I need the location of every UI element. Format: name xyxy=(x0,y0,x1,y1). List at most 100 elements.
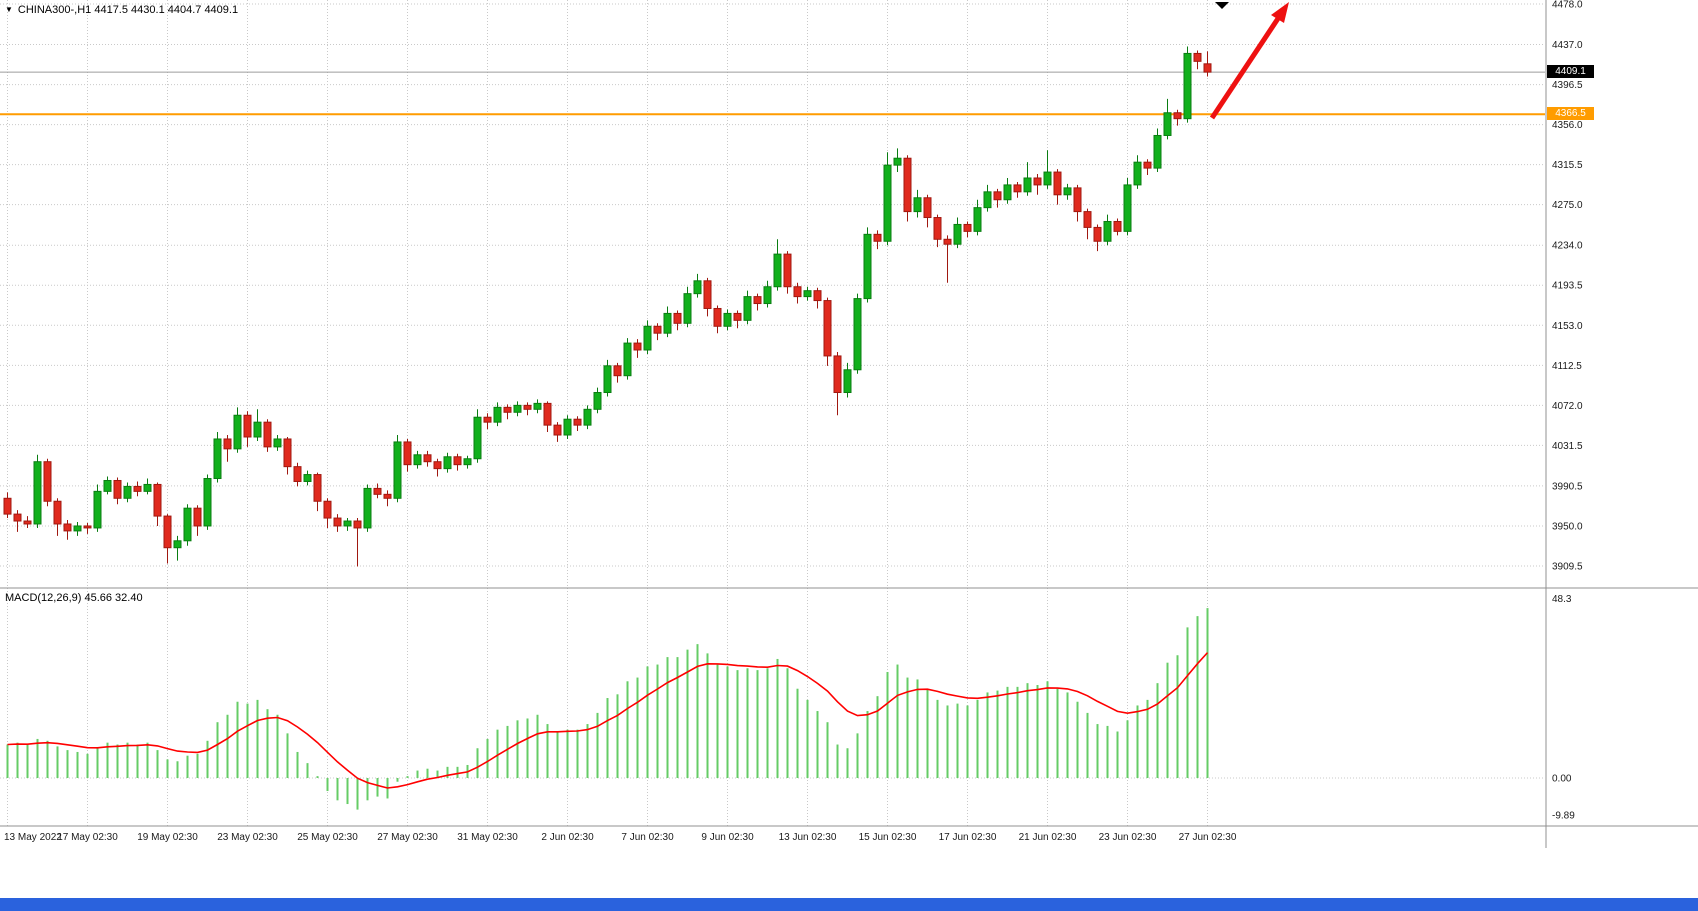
candle xyxy=(353,520,362,529)
candle xyxy=(1043,171,1052,186)
candle xyxy=(983,191,992,209)
candle xyxy=(833,355,842,394)
object-anchor-marker xyxy=(1215,2,1229,9)
candle xyxy=(1143,161,1152,169)
macd-indicator-label: MACD(12,26,9) 45.66 32.40 xyxy=(5,592,143,604)
time-axis-label: 25 May 02:30 xyxy=(297,832,358,843)
candle xyxy=(313,474,322,502)
candle xyxy=(53,500,62,525)
candle xyxy=(213,438,222,480)
candle xyxy=(813,290,822,302)
candle xyxy=(253,421,262,438)
candle xyxy=(123,485,132,499)
candle xyxy=(993,191,1002,201)
candle xyxy=(703,280,712,309)
price-axis-label: 4275.0 xyxy=(1552,200,1583,211)
candle xyxy=(733,312,742,321)
price-axis-label: 4356.0 xyxy=(1552,120,1583,131)
time-axis-label: 23 May 02:30 xyxy=(217,832,278,843)
candle xyxy=(1183,52,1192,120)
candle xyxy=(913,197,922,213)
candle xyxy=(413,454,422,466)
candle xyxy=(1193,52,1202,62)
candle xyxy=(1013,184,1022,193)
candle xyxy=(693,280,702,295)
candle xyxy=(533,402,542,410)
candle xyxy=(13,513,22,522)
time-axis-label: 9 Jun 02:30 xyxy=(701,832,754,843)
candle xyxy=(863,233,872,300)
candle xyxy=(653,325,662,334)
price-axis-label: 4478.0 xyxy=(1552,0,1583,11)
candle xyxy=(903,157,912,213)
candle xyxy=(493,406,502,423)
price-axis-label: 3990.5 xyxy=(1552,481,1583,492)
candle xyxy=(423,454,432,463)
candle xyxy=(1053,171,1062,196)
time-axis-label: 27 May 02:30 xyxy=(377,832,438,843)
candle xyxy=(623,342,632,377)
candle xyxy=(203,478,212,527)
candle xyxy=(383,493,392,499)
candle xyxy=(363,487,372,529)
candle xyxy=(433,461,442,470)
taskbar[interactable] xyxy=(0,898,1698,911)
candle xyxy=(303,474,312,482)
time-axis-label: 17 May 02:30 xyxy=(57,832,118,843)
price-axis-label: 4112.5 xyxy=(1552,361,1582,372)
candle xyxy=(753,296,762,305)
candle xyxy=(1123,184,1132,232)
candle xyxy=(3,497,12,515)
candle xyxy=(283,438,292,468)
candle xyxy=(883,164,892,242)
candle xyxy=(893,157,902,166)
price-axis-label: 4396.5 xyxy=(1552,80,1583,91)
time-axis-label: 13 May 2022 xyxy=(4,832,62,843)
candle xyxy=(873,233,882,242)
symbol-dropdown-icon[interactable]: ▼ xyxy=(5,5,13,14)
time-axis-label: 13 Jun 02:30 xyxy=(779,832,837,843)
candle xyxy=(843,369,852,394)
candle xyxy=(133,485,142,492)
price-axis-label: 4437.0 xyxy=(1552,40,1583,51)
candle xyxy=(563,418,572,436)
candle xyxy=(713,307,722,327)
candle xyxy=(1093,226,1102,242)
trend-arrow-object[interactable] xyxy=(1209,2,1289,120)
candle xyxy=(823,300,832,357)
hline-price-badge[interactable]: 4366.5 xyxy=(1547,107,1594,120)
candle xyxy=(593,392,602,410)
candle xyxy=(193,507,202,527)
time-axis-label: 27 Jun 02:30 xyxy=(1179,832,1237,843)
candle xyxy=(103,479,112,492)
candle xyxy=(683,293,692,324)
symbol-ohlc-text: CHINA300-,H1 4417.5 4430.1 4404.7 4409.1 xyxy=(17,4,239,16)
candle xyxy=(333,517,342,527)
symbol-label: ▼ CHINA300-,H1 4417.5 4430.1 4404.7 4409… xyxy=(5,4,238,16)
candle xyxy=(933,217,942,240)
candle xyxy=(73,525,82,532)
candle xyxy=(1083,211,1092,228)
macd-axis-label: -9.89 xyxy=(1552,810,1575,821)
candle xyxy=(1163,112,1172,136)
candle xyxy=(583,408,592,426)
candle xyxy=(643,325,652,351)
candle xyxy=(393,441,402,499)
time-axis-label: 21 Jun 02:30 xyxy=(1019,832,1077,843)
time-axis-label: 7 Jun 02:30 xyxy=(621,832,674,843)
candle xyxy=(1133,161,1142,186)
price-axis-label: 4072.0 xyxy=(1552,401,1583,412)
candle xyxy=(943,238,952,245)
candle xyxy=(1063,187,1072,196)
price-axis-label: 4234.0 xyxy=(1552,241,1583,252)
candle xyxy=(323,500,332,519)
candle xyxy=(83,525,92,529)
candle xyxy=(1153,134,1162,169)
candle xyxy=(773,253,782,288)
candle xyxy=(1073,187,1082,213)
time-axis-label: 31 May 02:30 xyxy=(457,832,518,843)
candle xyxy=(723,312,732,327)
candle xyxy=(973,207,982,232)
